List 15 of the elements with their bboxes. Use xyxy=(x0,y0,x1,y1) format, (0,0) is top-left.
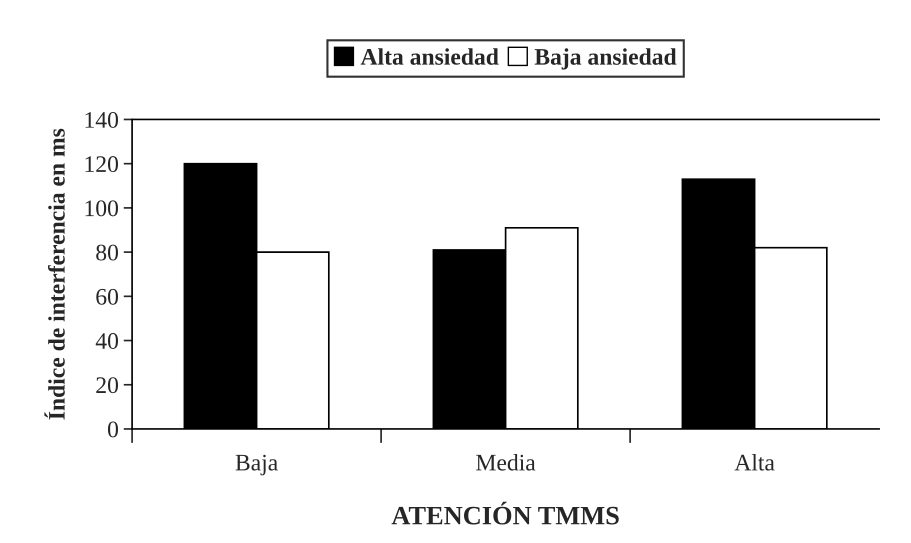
y-axis-title: Índice de interferencia en ms xyxy=(44,128,65,420)
y-tick-label: 80 xyxy=(96,244,118,261)
x-tick-label: Media xyxy=(476,454,536,471)
x-tick-label: Alta xyxy=(734,454,775,471)
x-tick-label: Baja xyxy=(236,454,278,476)
y-tick-label: 120 xyxy=(86,156,118,172)
y-tick-label: 40 xyxy=(96,333,118,349)
legend-label: Baja ansiedad xyxy=(534,48,676,70)
y-tick-label: 140 xyxy=(86,112,118,128)
x-axis-title: ATENCIÓN TMMS xyxy=(392,502,619,525)
y-tick-label: 100 xyxy=(86,200,118,216)
y-tick-label: 20 xyxy=(96,377,118,394)
y-tick-label: 0 xyxy=(108,421,118,438)
y-tick-label: 60 xyxy=(96,288,118,305)
legend-label: Alta ansiedad xyxy=(360,48,499,65)
